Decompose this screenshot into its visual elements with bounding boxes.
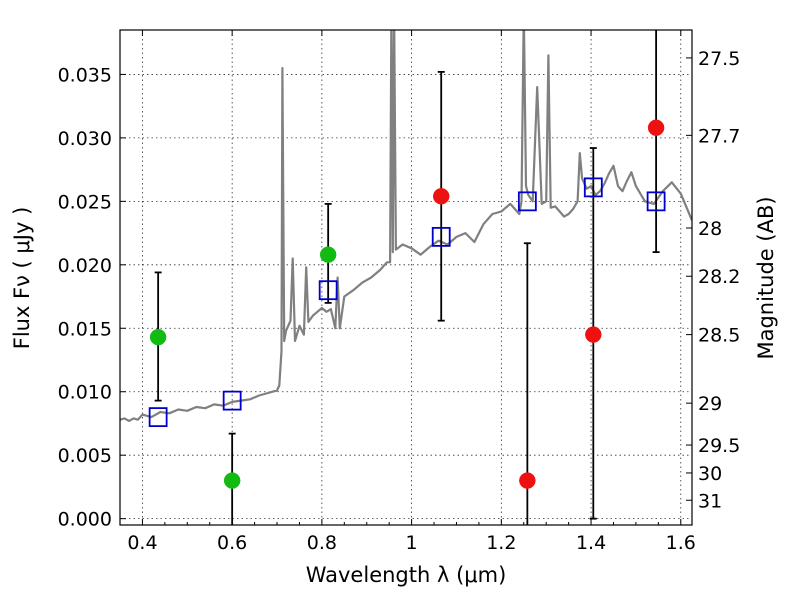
x-tick-label: 0.4 <box>127 532 157 554</box>
grid <box>120 30 692 525</box>
y-tick-label: 0.030 <box>58 128 112 150</box>
magnitude-tick-label: 28.5 <box>698 325 740 347</box>
plot-frame <box>119 29 693 526</box>
magnitude-tick-label: 30 <box>698 463 722 485</box>
detected-flux-point <box>149 328 167 346</box>
magnitude-tick-label: 28.2 <box>698 266 740 288</box>
x-axis-label: Wavelength λ (μm) <box>306 563 507 587</box>
x-tick-label: 1.2 <box>486 532 516 554</box>
magnitude-axis-ticks: 27.5 27.7 28 28.2 28.5 29 29.5 30 31 <box>686 48 740 512</box>
model-flux-marker <box>148 407 168 428</box>
model-flux-marker <box>646 191 666 212</box>
plot-area <box>120 30 692 525</box>
magnitude-tick-label: 27.5 <box>698 48 740 70</box>
magnitude-tick-label: 31 <box>698 490 722 512</box>
detected-flux-point <box>319 246 337 263</box>
magnitude-axis-label: Magnitude (AB) <box>754 196 778 359</box>
y-tick-label: 0.005 <box>58 445 112 467</box>
magnitude-tick-label: 27.7 <box>698 125 740 147</box>
y-tick-label: 0.020 <box>58 255 112 277</box>
magnitude-tick-label: 29 <box>698 393 722 415</box>
measured-flux-point <box>585 326 602 343</box>
magnitude-tick-label: 28 <box>698 218 722 240</box>
model-flux-marker <box>222 390 242 411</box>
measured-flux-point <box>647 119 665 136</box>
y-tick-label: 0.000 <box>58 509 112 531</box>
model-flux-marker <box>517 191 537 212</box>
y-axis-label: Flux Fν ( μJy ) <box>10 207 34 350</box>
y-tick-label: 0.025 <box>58 191 112 213</box>
x-tick-label: 1.6 <box>666 532 696 554</box>
model-spectrum-line <box>120 30 692 422</box>
model-flux-marker <box>318 280 338 301</box>
magnitude-tick-label: 29.5 <box>698 435 740 457</box>
x-tick-label: 1.4 <box>576 532 606 554</box>
x-axis-ticks: 0.4 0.6 0.8 1 1.2 1.4 1.6 <box>119 30 696 554</box>
x-tick-label: 0.6 <box>217 532 247 554</box>
measured-flux-point <box>519 472 536 489</box>
detected-flux-point <box>223 472 241 489</box>
y-tick-label: 0.010 <box>58 382 112 404</box>
measured-flux-point <box>432 188 450 205</box>
x-tick-label: 0.8 <box>307 532 337 554</box>
y-tick-label: 0.035 <box>58 64 112 86</box>
x-tick-label: 1 <box>406 532 418 554</box>
model-flux-marker <box>431 226 451 247</box>
y-axis-ticks: 0.000 0.005 0.010 0.015 0.020 0.025 0.030 0.035 <box>58 64 126 531</box>
y-tick-label: 0.015 <box>58 318 112 340</box>
model-flux-marker <box>583 177 603 198</box>
